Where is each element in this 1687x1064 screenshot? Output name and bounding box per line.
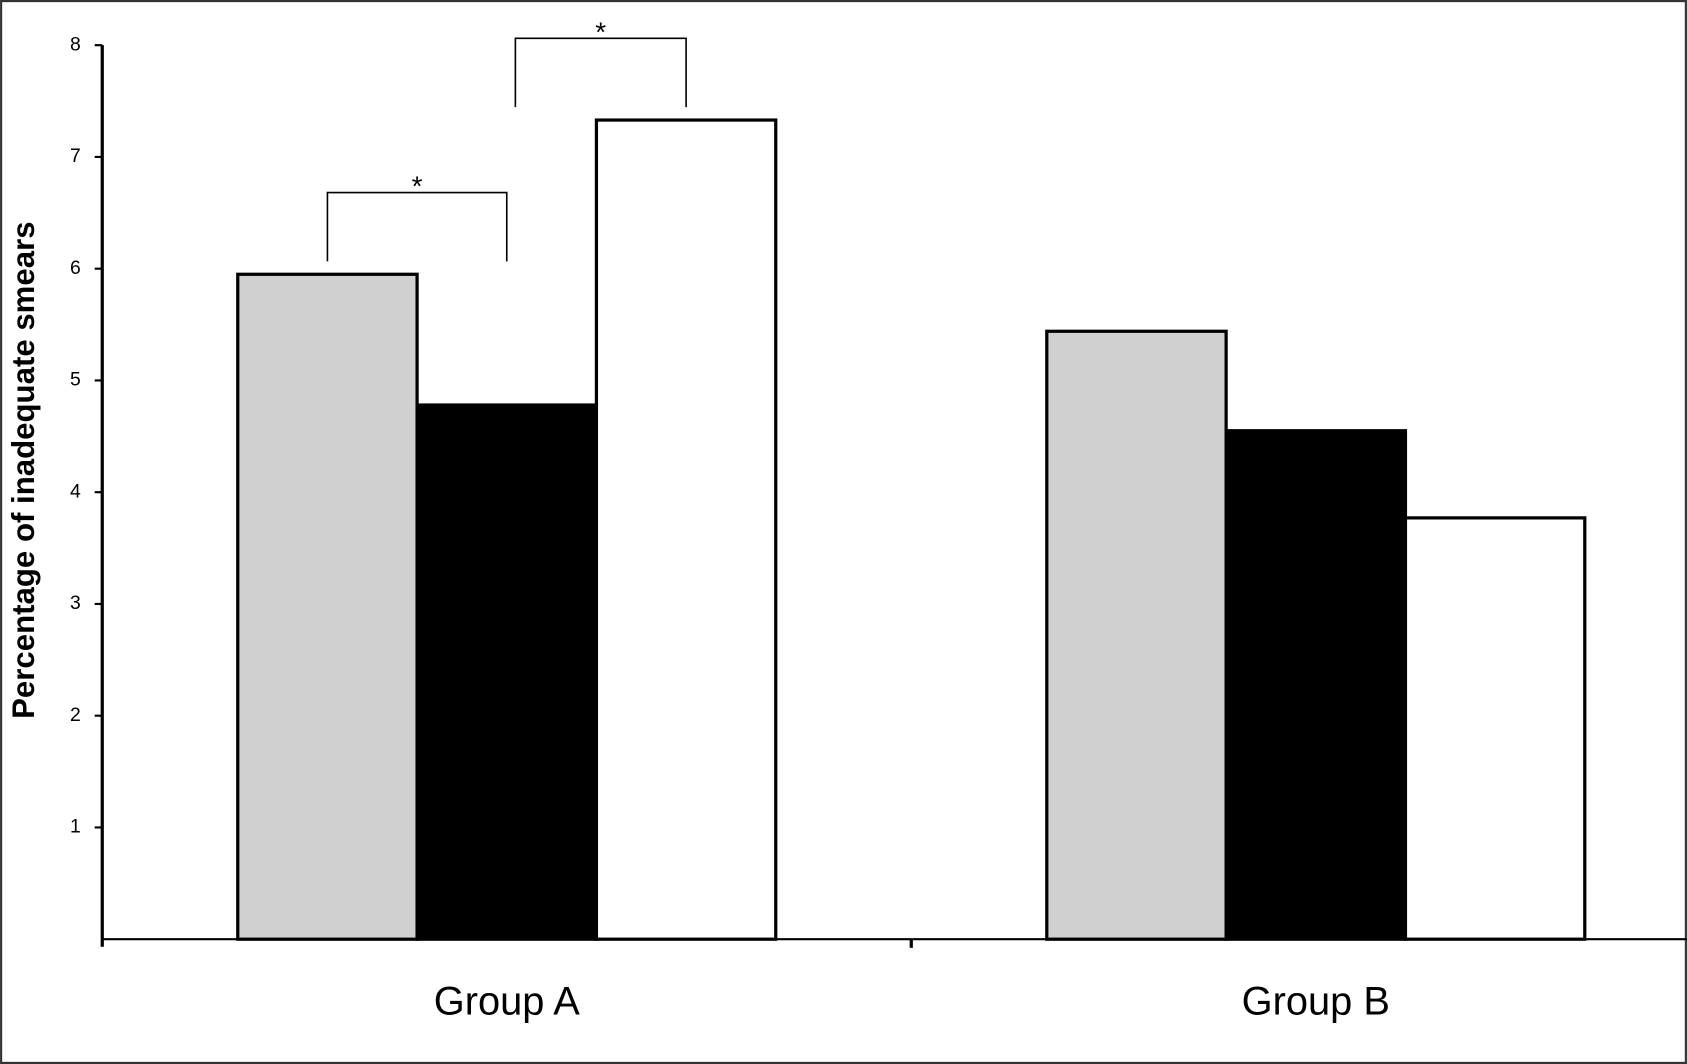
y-tick-label: 2 — [70, 704, 81, 726]
x-tick-label: Group B — [1242, 979, 1390, 1023]
y-tick-label: 5 — [70, 369, 81, 391]
bar — [1403, 516, 1587, 941]
bar — [594, 118, 778, 941]
bar — [1224, 429, 1408, 941]
y-axis-title: Percentage of inadequate smears — [6, 221, 41, 718]
significance-star: * — [412, 171, 423, 202]
significance-bracket — [514, 37, 687, 108]
significance-star: * — [595, 16, 606, 47]
y-tick-label: 1 — [70, 816, 81, 838]
x-tick-label: Group A — [434, 979, 580, 1023]
bar — [236, 272, 419, 941]
y-tick-label: 6 — [70, 257, 81, 279]
bar — [415, 403, 599, 941]
bar — [1045, 329, 1228, 941]
significance-bracket — [326, 191, 508, 262]
y-tick-label: 3 — [70, 592, 81, 614]
y-tick-label: 4 — [70, 480, 81, 502]
y-tick-label: 7 — [70, 145, 81, 167]
y-tick-label: 8 — [70, 33, 81, 55]
